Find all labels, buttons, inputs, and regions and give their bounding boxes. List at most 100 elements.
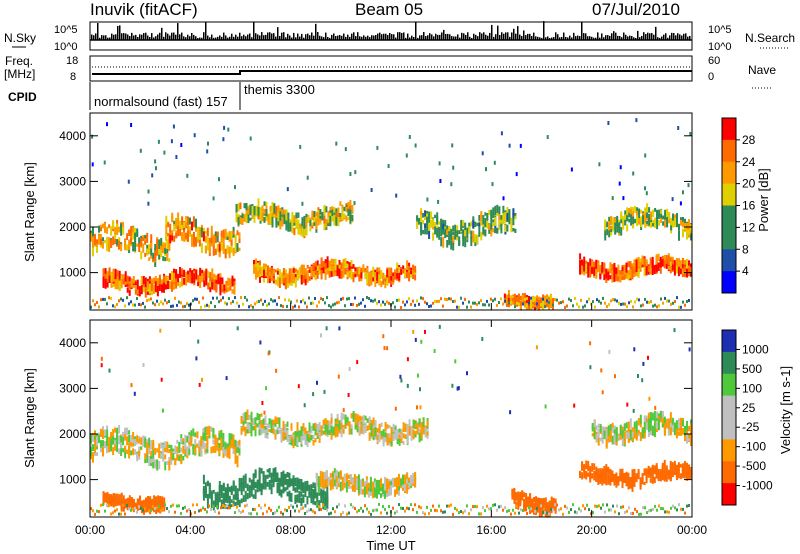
echo-cell <box>222 432 225 441</box>
echo-cell <box>525 501 528 512</box>
echo-cell <box>114 439 117 451</box>
echo-cell <box>182 438 185 442</box>
echo-cell <box>508 143 511 148</box>
echo-cell <box>224 249 227 259</box>
echo-cell <box>652 223 655 227</box>
echo-cell <box>281 209 284 215</box>
echo-cell <box>198 239 201 247</box>
echo-cell <box>675 468 678 472</box>
echo-cell <box>657 263 660 271</box>
echo-cell <box>422 421 425 429</box>
echo-cell <box>297 229 300 235</box>
echo-cell <box>219 277 222 286</box>
echo-cell <box>304 512 306 515</box>
echo-cell <box>325 206 328 213</box>
echo-cell <box>242 421 245 425</box>
echo-cell <box>209 281 212 288</box>
echo-cell <box>152 505 154 508</box>
echo-cell <box>312 495 315 505</box>
echo-cell <box>428 222 431 231</box>
echo-cell <box>620 227 623 236</box>
echo-cell <box>635 432 638 440</box>
echo-cell <box>636 215 639 226</box>
echo-cell <box>609 424 612 431</box>
echo-cell <box>331 478 334 490</box>
noise-bar <box>351 33 353 40</box>
echo-cell <box>114 230 117 237</box>
echo-cell <box>690 470 692 479</box>
echo-cell <box>364 268 367 272</box>
echo-cell <box>650 219 653 228</box>
echo-cell <box>360 272 363 279</box>
echo-cell <box>94 235 96 244</box>
echo-cell <box>315 218 318 230</box>
echo-cell <box>412 299 414 303</box>
echo-cell <box>144 252 147 257</box>
echo-cell <box>519 143 522 148</box>
echo-cell <box>148 448 151 455</box>
echo-cell <box>436 509 438 513</box>
echo-cell <box>593 476 596 481</box>
echo-cell <box>204 231 207 235</box>
echo-cell <box>374 269 377 273</box>
echo-cell <box>396 262 399 273</box>
echo-cell <box>610 299 612 303</box>
echo-cell <box>142 243 145 253</box>
echo-cell <box>187 274 190 283</box>
echo-cell <box>258 299 260 303</box>
freq-right-tick-bottom: 0 <box>708 71 714 83</box>
noise-bar <box>637 30 639 40</box>
echo-cell <box>667 428 670 436</box>
echo-cell <box>102 223 104 229</box>
noise-bar <box>109 37 111 40</box>
echo-cell <box>226 446 229 454</box>
echo-cell <box>202 231 205 242</box>
echo-cell <box>258 414 261 422</box>
echo-cell <box>173 272 175 283</box>
echo-cell <box>618 222 621 234</box>
echo-cell <box>294 268 297 273</box>
echo-cell <box>236 456 239 468</box>
echo-cell <box>396 510 398 514</box>
echo-cell <box>253 206 256 216</box>
echo-cell <box>436 225 439 230</box>
echo-cell <box>90 433 92 445</box>
echo-cell <box>278 417 281 428</box>
echo-cell <box>546 511 548 515</box>
echo-cell <box>241 216 244 221</box>
echo-cell <box>367 491 370 498</box>
noise-bar <box>285 37 287 40</box>
echo-cell <box>317 482 320 494</box>
echo-cell <box>282 420 285 430</box>
echo-cell <box>544 305 546 309</box>
echo-cell <box>430 304 432 308</box>
echo-cell <box>108 237 111 248</box>
echo-cell <box>128 285 131 296</box>
echo-cell <box>284 508 286 512</box>
echo-cell <box>678 431 680 436</box>
noise-bar <box>551 37 553 40</box>
echo-cell <box>426 505 428 509</box>
echo-cell <box>484 218 487 226</box>
noise-bar <box>315 23 317 40</box>
echo-cell <box>296 422 299 432</box>
echo-cell <box>216 505 218 509</box>
echo-cell <box>286 509 288 513</box>
noise-bar <box>485 34 487 40</box>
echo-cell <box>250 487 253 497</box>
echo-cell <box>494 229 497 233</box>
echo-cell <box>221 279 224 283</box>
noise-bar <box>665 33 667 40</box>
echo-cell <box>118 299 120 303</box>
echo-cell <box>100 238 102 245</box>
echo-cell <box>683 259 686 265</box>
echo-cell <box>276 472 279 483</box>
noise-bar <box>519 34 521 40</box>
echo-cell <box>302 264 305 276</box>
echo-cell <box>124 271 127 282</box>
echo-cell <box>247 207 250 214</box>
echo-cell <box>460 219 463 231</box>
echo-cell <box>661 463 664 474</box>
echo-cell <box>262 471 265 480</box>
echo-cell <box>220 506 222 510</box>
